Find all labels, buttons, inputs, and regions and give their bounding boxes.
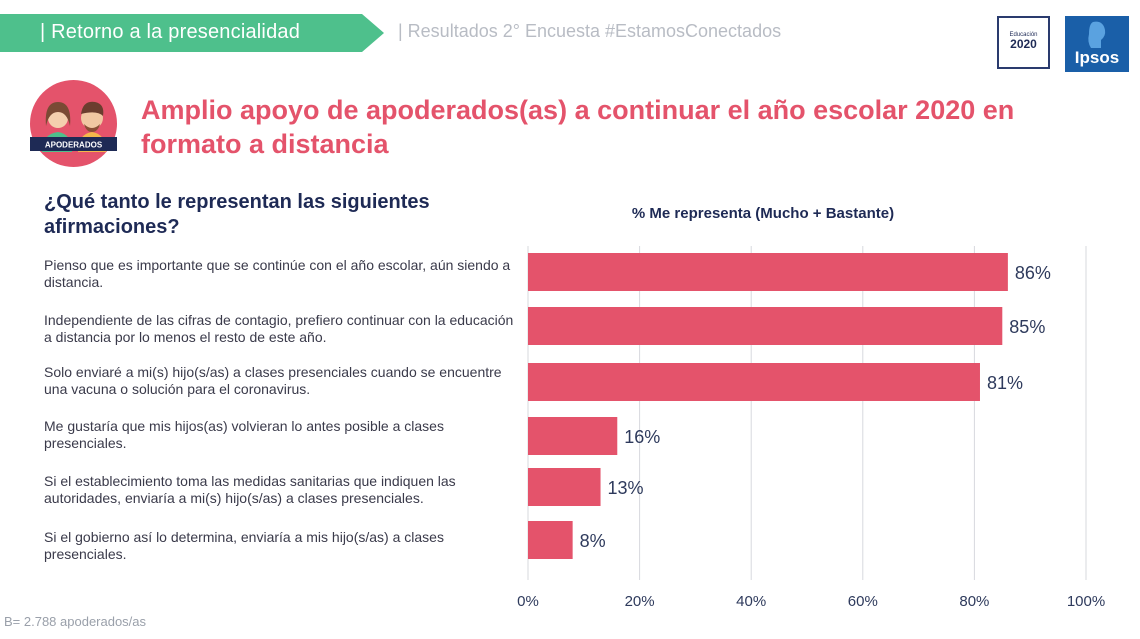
bar-value-label: 86% <box>1015 263 1051 283</box>
badge-background <box>30 137 117 151</box>
educacion-logo-year: 2020 <box>1010 37 1037 51</box>
bar <box>528 521 573 559</box>
statement-1: Pienso que es importante que se continúe… <box>44 257 511 290</box>
x-tick-label: 20% <box>625 593 655 610</box>
parents-avatar-icon: APODERADOS <box>30 80 117 167</box>
section-title: | Retorno a la presencialidad <box>40 21 301 43</box>
x-tick-label: 100% <box>1067 593 1105 610</box>
bar-value-label: 81% <box>987 373 1023 393</box>
ipsos-head-icon <box>1088 21 1106 48</box>
bar <box>528 363 980 401</box>
bar-value-label: 85% <box>1009 317 1045 337</box>
statement-2: Independiente de las cifras de contagio,… <box>44 312 514 345</box>
x-tick-label: 0% <box>517 593 539 610</box>
bar-value-label: 8% <box>580 531 606 551</box>
ipsos-logo-text: Ipsos <box>1074 48 1120 67</box>
page-title: Amplio apoyo de apoderados(as) a continu… <box>141 95 1015 159</box>
x-tick-label: 40% <box>736 593 766 610</box>
x-tick-label: 80% <box>959 593 989 610</box>
bar <box>528 253 1008 291</box>
ipsos-logo: Ipsos <box>1065 16 1129 72</box>
educacion-logo-text: Educación <box>1009 32 1038 38</box>
bar <box>528 468 601 506</box>
statement-3: Solo enviaré a mi(s) hijo(s/as) a clases… <box>44 364 502 397</box>
statement-4: Me gustaría que mis hijos(as) volvieran … <box>44 418 444 451</box>
statement-5: Si el establecimiento toma las medidas s… <box>44 473 456 506</box>
header-subtitle: | Resultados 2° Encuesta #EstamosConecta… <box>398 21 782 41</box>
statement-6: Si el gobierno así lo determina, enviarí… <box>44 529 444 562</box>
bar-value-label: 13% <box>608 478 644 498</box>
bar <box>528 307 1003 345</box>
x-tick-label: 60% <box>848 593 878 610</box>
section-header-tab: | Retorno a la presencialidad <box>0 14 384 52</box>
chart-title: % Me representa (Mucho + Bastante) <box>631 205 895 222</box>
bar-value-label: 16% <box>624 427 660 447</box>
question-heading: ¿Qué tanto le representan las siguientes… <box>44 191 430 238</box>
sample-size-footnote: B= 2.788 apoderados/as <box>4 614 147 629</box>
bar <box>528 417 618 455</box>
educacion-2020-logo: Educación 2020 <box>997 16 1050 69</box>
apoderados-badge-label: APODERADOS <box>45 141 103 150</box>
